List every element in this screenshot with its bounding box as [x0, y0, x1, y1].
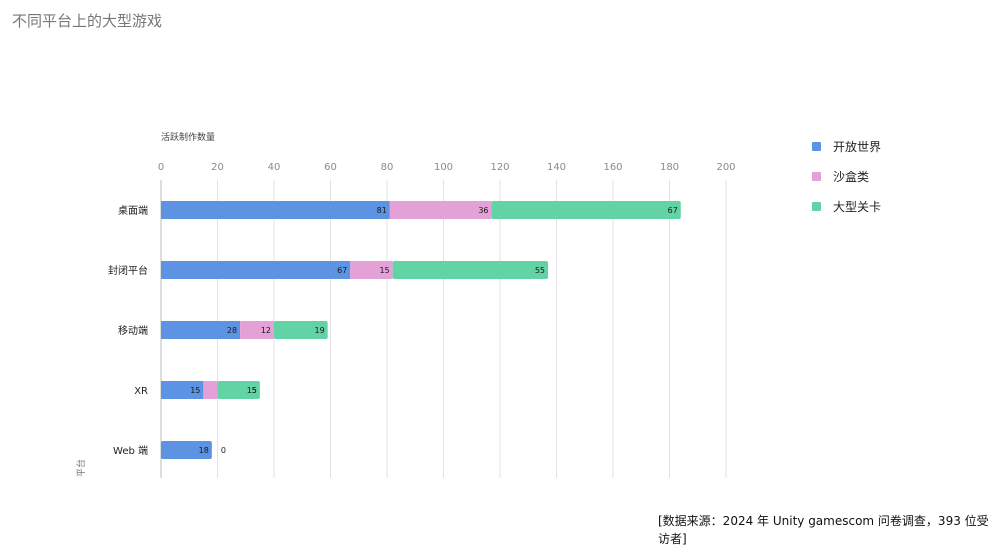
legend-item: 大型关卡 — [812, 196, 881, 216]
x-tick-label: 180 — [660, 162, 679, 173]
x-tick-label: 60 — [324, 162, 337, 173]
x-tick-label: 120 — [490, 162, 509, 173]
data-label: 81 — [377, 206, 387, 215]
category-label: 移动端 — [118, 324, 148, 337]
legend-item: 沙盒类 — [812, 166, 881, 186]
bar-segment — [491, 201, 681, 219]
bar-segment — [350, 261, 393, 279]
bar-segment — [389, 201, 492, 219]
bar-segment — [161, 381, 204, 399]
legend-label: 开放世界 — [833, 139, 882, 154]
bar-segment — [217, 381, 260, 399]
x-tick-label: 100 — [434, 162, 453, 173]
category-label: 桌面端 — [118, 204, 148, 217]
x-tick-label: 20 — [211, 162, 224, 173]
x-tick-label: 140 — [547, 162, 566, 173]
bar-segment — [274, 321, 328, 339]
bar-segment — [161, 201, 390, 219]
bar-segment — [161, 261, 351, 279]
bar-segment — [240, 321, 274, 339]
category-label: XR — [134, 386, 148, 397]
data-label: 28 — [227, 326, 237, 335]
y-axis-title: 平台 — [75, 459, 87, 477]
data-label: 15 — [247, 386, 257, 395]
data-label: 5 — [252, 386, 257, 395]
data-label: 15 — [379, 266, 389, 275]
data-label: 15 — [190, 386, 200, 395]
x-tick-label: 80 — [381, 162, 394, 173]
x-tick-label: 0 — [158, 162, 164, 173]
legend-label: 大型关卡 — [833, 199, 882, 214]
bar-segment — [392, 261, 549, 279]
data-label: 36 — [478, 206, 488, 215]
chart-title: 不同平台上的大型游戏 — [12, 12, 163, 30]
legend-swatch — [812, 171, 821, 181]
category-label: Web 端 — [113, 444, 148, 457]
data-label: 19 — [314, 326, 324, 335]
data-label: 12 — [261, 326, 271, 335]
data-label: 67 — [337, 266, 347, 275]
x-axis-title: 活跃制作数量 — [161, 131, 215, 143]
legend-item: 开放世界 — [812, 136, 881, 156]
bar-segment — [203, 381, 218, 399]
x-tick-label: 200 — [716, 162, 735, 173]
data-label: 55 — [535, 266, 545, 275]
legend-swatch — [812, 201, 821, 211]
legend-label: 沙盒类 — [833, 169, 870, 184]
bar-segment — [161, 321, 241, 339]
x-tick-label: 40 — [268, 162, 281, 173]
bar-segment — [161, 441, 212, 459]
x-tick-label: 160 — [603, 162, 622, 173]
data-label: 67 — [668, 206, 678, 215]
data-label: 0 — [221, 446, 226, 455]
chart-legend: 开放世界沙盒类大型关卡 — [812, 136, 881, 226]
source-note: [数据来源：2024 年 Unity gamescom 问卷调查，393 位受访… — [658, 514, 989, 546]
legend-swatch — [812, 141, 821, 151]
category-label: 封闭平台 — [108, 264, 148, 277]
data-label: 18 — [199, 446, 209, 455]
